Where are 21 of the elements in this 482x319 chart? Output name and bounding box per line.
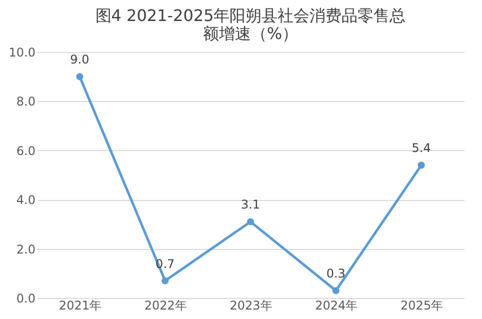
y-tick-label: 4.0 (16, 193, 36, 208)
x-tick-label: 2024年 (315, 298, 358, 312)
point (162, 277, 169, 284)
y-tick-label: 0.0 (16, 292, 36, 306)
point (418, 162, 425, 169)
chart-title: 图4 2021-2025年阳朔县社会消费品零售总额增速（%） (95, 6, 406, 43)
x-tick-label: 2021年 (58, 298, 102, 312)
point (246, 218, 254, 226)
point (332, 287, 340, 294)
text: 3.1 (240, 198, 260, 212)
x-tick-label: 2025年 (400, 298, 444, 312)
y-tick-label: 10.0 (8, 46, 36, 60)
text: 5.4 (412, 141, 431, 156)
x-tick-label: 2023年 (230, 298, 272, 312)
point (76, 73, 84, 80)
y-tick-label: 6.0 (16, 144, 36, 158)
x-tick-label: 2022年 (144, 298, 187, 312)
y-tick-label: 2.0 (16, 242, 36, 256)
y-tick-label: 8.0 (16, 94, 36, 109)
text: 9.0 (70, 52, 90, 67)
text: 0.3 (326, 266, 346, 281)
